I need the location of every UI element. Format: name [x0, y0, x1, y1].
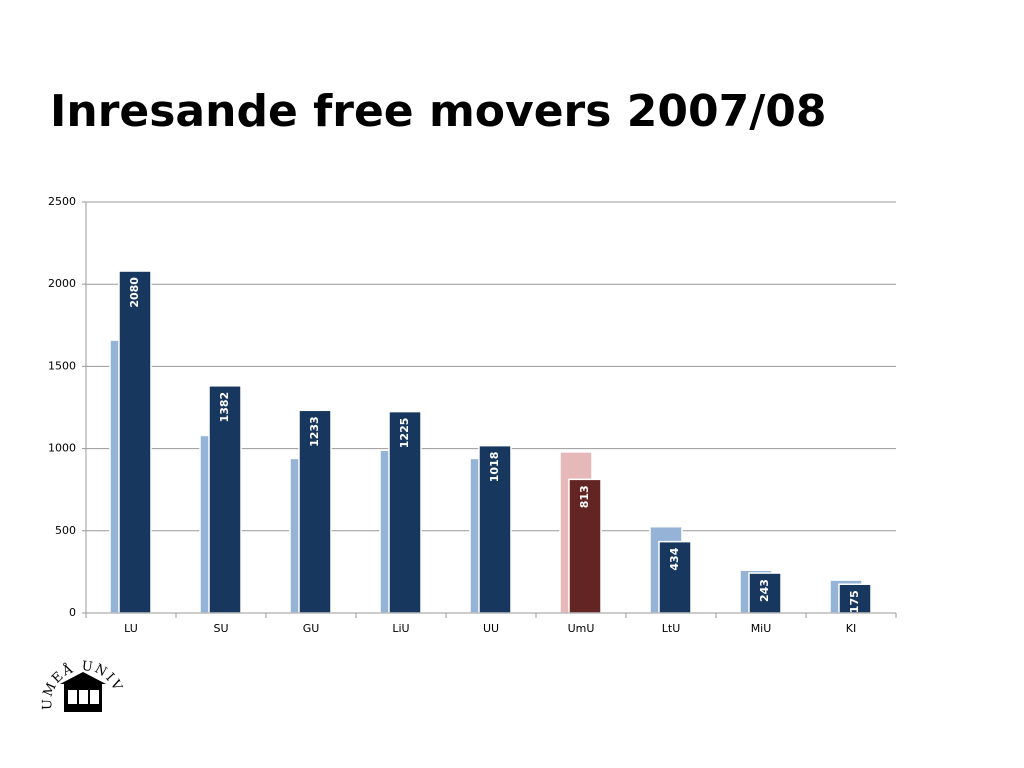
data-label: 1233 [308, 416, 321, 447]
logo-window [90, 690, 99, 704]
x-tick-label: LtU [662, 622, 681, 635]
bar [298, 409, 332, 614]
x-tick-label: UmU [568, 622, 595, 635]
data-label: 2080 [128, 277, 141, 308]
y-tick-label: 500 [55, 524, 76, 537]
y-tick-label: 1000 [48, 442, 76, 455]
bar [118, 270, 152, 614]
data-label: 1225 [398, 418, 411, 449]
data-label: 813 [578, 485, 591, 508]
x-tick-label: MiU [751, 622, 772, 635]
bar [208, 385, 242, 614]
data-label: 243 [758, 579, 771, 602]
logo-roof [60, 672, 106, 684]
data-label: 1382 [218, 392, 231, 423]
x-tick-label: LU [124, 622, 138, 635]
bar [478, 444, 512, 614]
x-tick-label: KI [846, 622, 856, 635]
bar [748, 572, 782, 614]
x-tick-label: LiU [392, 622, 409, 635]
data-label: 1018 [488, 452, 501, 483]
y-tick-label: 2000 [48, 277, 76, 290]
logo-window [79, 690, 88, 704]
logo-window [68, 690, 77, 704]
x-tick-label: UU [483, 622, 499, 635]
y-tick-label: 1500 [48, 359, 76, 372]
chart-title: Inresande free movers 2007/08 [50, 86, 827, 137]
bar [388, 410, 422, 614]
y-tick-label: 0 [69, 606, 76, 619]
y-tick-label: 2500 [48, 195, 76, 208]
data-label: 175 [848, 590, 861, 613]
bar [568, 478, 602, 614]
x-tick-label: SU [213, 622, 228, 635]
data-label: 434 [668, 547, 681, 570]
x-tick-label: GU [303, 622, 320, 635]
bar [658, 540, 692, 614]
